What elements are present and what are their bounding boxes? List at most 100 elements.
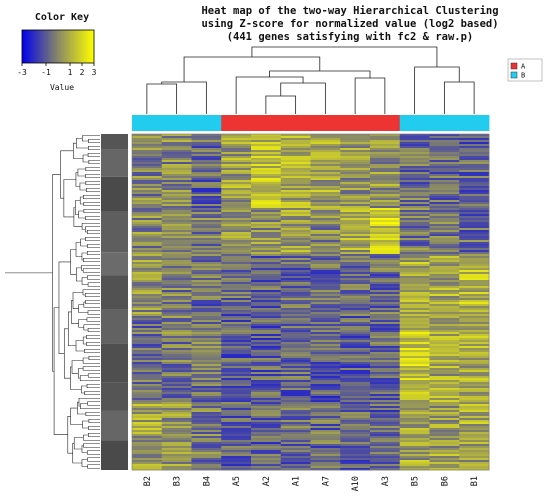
heatmap-cell xyxy=(221,156,252,159)
row-dendrogram-link xyxy=(79,375,100,382)
heatmap-cell xyxy=(161,358,192,361)
heatmap-cell xyxy=(191,214,222,217)
row-dendrogram-link xyxy=(87,152,100,158)
heatmap-cell xyxy=(280,376,311,379)
heatmap-cell xyxy=(310,302,341,305)
heatmap-cell xyxy=(310,264,341,267)
heatmap-cell xyxy=(399,400,430,403)
heatmap-cell xyxy=(459,246,490,249)
heatmap-cell xyxy=(191,142,222,145)
heatmap-cell xyxy=(399,262,430,265)
heatmap-cell xyxy=(429,180,460,183)
heatmap-cell xyxy=(221,160,252,163)
heatmap-cell xyxy=(191,362,222,365)
heatmap-cell xyxy=(399,244,430,247)
heatmap-cell xyxy=(132,456,163,459)
heatmap-cell xyxy=(340,442,371,445)
heatmap-cell xyxy=(459,288,490,291)
heatmap-cell xyxy=(221,142,252,145)
heatmap-cell xyxy=(221,186,252,189)
heatmap-cell xyxy=(340,284,371,287)
heatmap-cell xyxy=(221,374,252,377)
heatmap-cell xyxy=(340,314,371,317)
heatmap-cell xyxy=(132,286,163,289)
heatmap-cell xyxy=(132,224,163,227)
heatmap-cell xyxy=(161,398,192,401)
heatmap-cell xyxy=(132,308,163,311)
heatmap-cell xyxy=(340,394,371,397)
heatmap-cell xyxy=(132,206,163,209)
heatmap-cell xyxy=(429,256,460,259)
heatmap-cell xyxy=(429,286,460,289)
heatmap-cell xyxy=(340,310,371,313)
heatmap-cell xyxy=(310,364,341,367)
heatmap-cell xyxy=(251,336,282,339)
heatmap-cell xyxy=(251,286,282,289)
heatmap-cell xyxy=(399,314,430,317)
heatmap-cell xyxy=(161,242,192,245)
heatmap-cell xyxy=(399,390,430,393)
heatmap-cell xyxy=(132,274,163,277)
heatmap-cell xyxy=(221,466,252,469)
row-cluster-sidebar-block xyxy=(101,343,128,383)
heatmap-cell xyxy=(340,200,371,203)
group-legend: AB xyxy=(507,58,543,82)
heatmap-cell xyxy=(161,376,192,379)
heatmap-cell xyxy=(429,242,460,245)
heatmap-cell xyxy=(280,290,311,293)
heatmap-cell xyxy=(132,180,163,183)
heatmap-cell xyxy=(132,376,163,379)
heatmap-cell xyxy=(161,270,192,273)
heatmap-cell xyxy=(251,138,282,141)
heatmap-cell xyxy=(280,140,311,143)
heatmap-cell xyxy=(221,324,252,327)
column-label-A1: A1 xyxy=(292,476,302,486)
heatmap-cell xyxy=(429,192,460,195)
heatmap-cell xyxy=(310,168,341,171)
heatmap-cell xyxy=(429,396,460,399)
heatmap-cell xyxy=(221,274,252,277)
heatmap-cell xyxy=(191,180,222,183)
heatmap-cell xyxy=(161,280,192,283)
heatmap-cell xyxy=(310,312,341,315)
heatmap-cell xyxy=(459,260,490,263)
row-dendrogram-link xyxy=(86,383,100,389)
heatmap-cell xyxy=(251,386,282,389)
heatmap-cell xyxy=(340,288,371,291)
heatmap-cell xyxy=(370,318,401,321)
heatmap-cell xyxy=(221,258,252,261)
heatmap-cell xyxy=(310,196,341,199)
heatmap-cell xyxy=(280,402,311,405)
heatmap-cell xyxy=(251,400,282,403)
heatmap-cell xyxy=(191,138,222,141)
heatmap-cell xyxy=(221,166,252,169)
heatmap-cell xyxy=(429,352,460,355)
heatmap-cell xyxy=(221,176,252,179)
row-dendrogram-link xyxy=(79,182,87,191)
heatmap-cell xyxy=(399,420,430,423)
heatmap-cell xyxy=(310,230,341,233)
heatmap-cell xyxy=(459,320,490,323)
heatmap-cell xyxy=(370,250,401,253)
heatmap-cell xyxy=(191,206,222,209)
heatmap-cell xyxy=(370,316,401,319)
heatmap-cell xyxy=(310,242,341,245)
heatmap-cell xyxy=(340,154,371,157)
heatmap-cell xyxy=(221,266,252,269)
heatmap-cell xyxy=(459,168,490,171)
heatmap-cell xyxy=(429,188,460,191)
heatmap-cell xyxy=(221,328,252,331)
heatmap-cell xyxy=(161,158,192,161)
row-dendrogram-link xyxy=(81,385,88,394)
heatmap-cell xyxy=(310,454,341,457)
heatmap-cell xyxy=(340,232,371,235)
heatmap-cell xyxy=(340,386,371,389)
heatmap-cell xyxy=(399,248,430,251)
heatmap-cell xyxy=(191,196,222,199)
heatmap-cell xyxy=(280,396,311,399)
heatmap-cell xyxy=(340,466,371,469)
heatmap-cell xyxy=(340,458,371,461)
heatmap-cell xyxy=(161,360,192,363)
heatmap-cell xyxy=(429,278,460,281)
heatmap-cell xyxy=(429,326,460,329)
